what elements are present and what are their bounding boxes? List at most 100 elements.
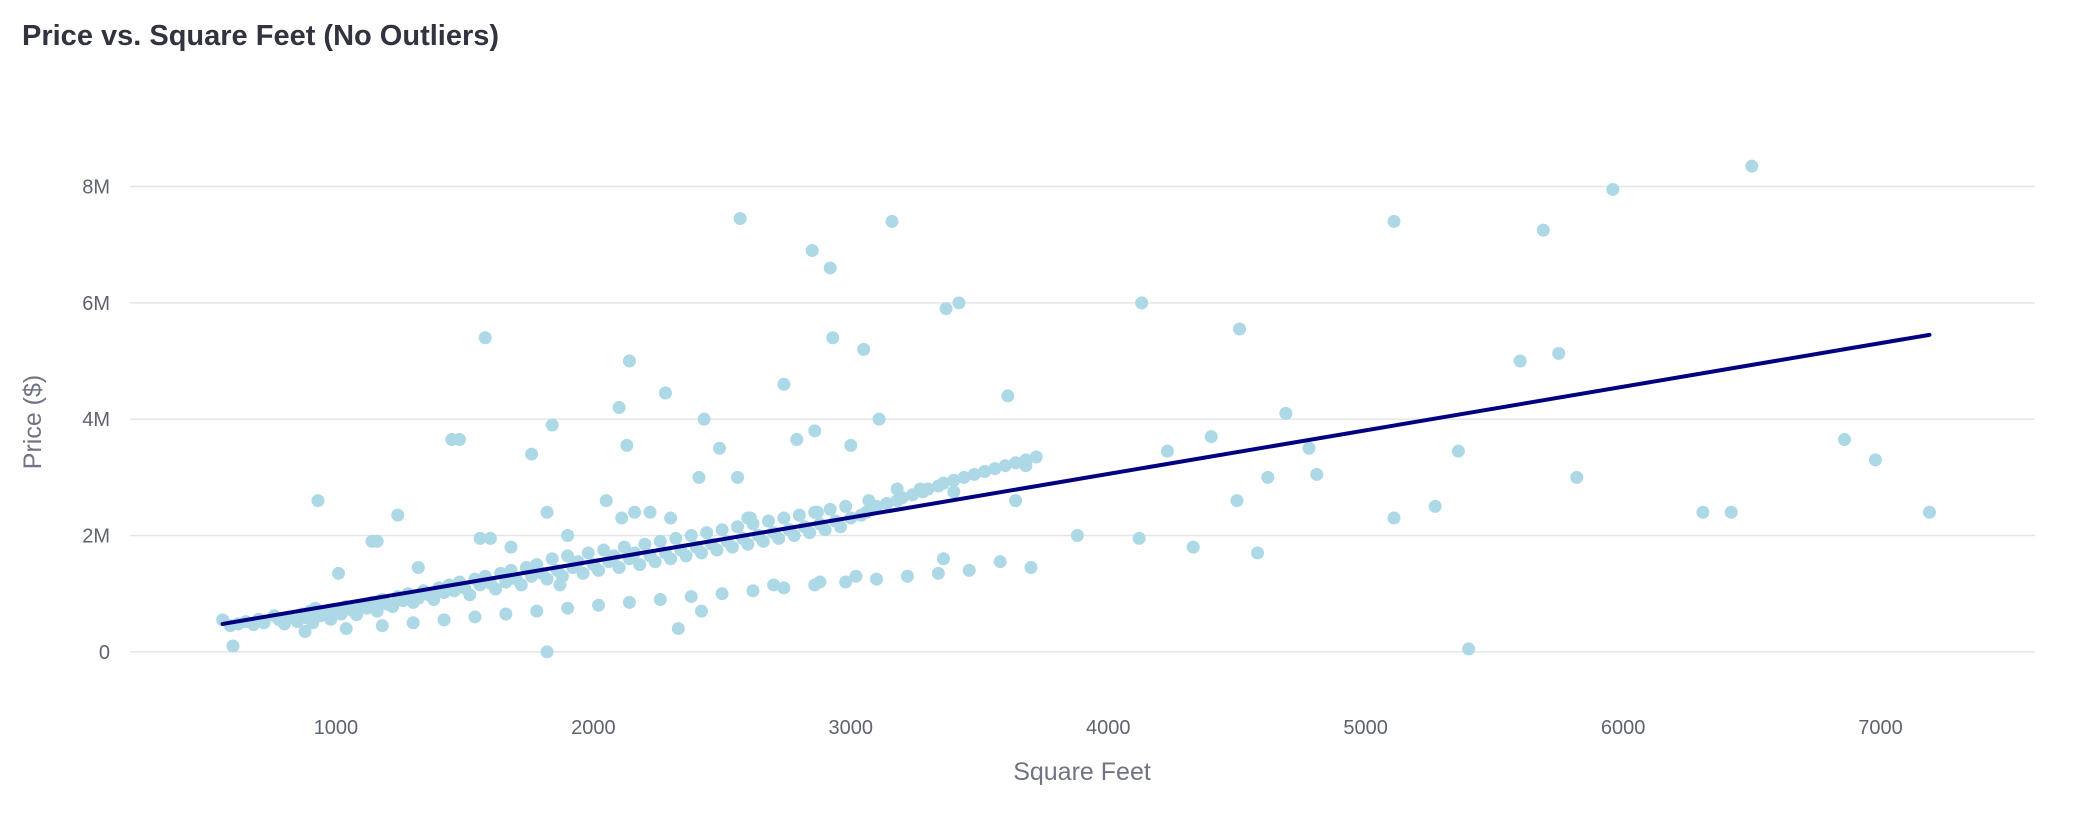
data-point — [672, 622, 685, 635]
data-point — [1725, 506, 1738, 519]
y-axis-ticks: 0 2M 4M 6M 8M — [82, 177, 110, 664]
data-point — [1838, 433, 1851, 446]
data-point — [1205, 430, 1218, 443]
data-point — [857, 343, 870, 356]
data-point — [685, 529, 698, 542]
data-point — [474, 532, 487, 545]
data-point — [692, 471, 705, 484]
data-point — [525, 448, 538, 461]
y-tick-label: 4M — [82, 409, 110, 431]
data-point — [813, 576, 826, 589]
data-point — [826, 331, 839, 344]
data-point — [541, 506, 554, 519]
data-point — [772, 532, 785, 545]
data-point — [734, 212, 747, 225]
data-point — [1133, 532, 1146, 545]
data-point — [649, 555, 662, 568]
data-point — [731, 520, 744, 533]
data-point — [963, 564, 976, 577]
data-point — [582, 546, 595, 559]
data-point — [1696, 506, 1709, 519]
data-point — [1135, 296, 1148, 309]
data-point — [746, 584, 759, 597]
data-point — [994, 555, 1007, 568]
data-point — [891, 482, 904, 495]
data-point — [685, 590, 698, 603]
data-point — [1923, 506, 1936, 519]
data-point — [1452, 445, 1465, 458]
data-point — [468, 610, 481, 623]
data-point — [824, 261, 837, 274]
data-point — [505, 541, 518, 554]
data-point — [1462, 642, 1475, 655]
data-point — [947, 485, 960, 498]
data-point — [1019, 459, 1032, 472]
data-point — [937, 552, 950, 565]
x-tick-label: 2000 — [571, 717, 616, 739]
data-point — [695, 546, 708, 559]
data-point — [613, 401, 626, 414]
data-point — [628, 506, 641, 519]
data-point — [226, 640, 239, 653]
data-point — [1030, 450, 1043, 463]
data-point — [1387, 512, 1400, 525]
data-point — [1230, 494, 1243, 507]
data-point — [561, 529, 574, 542]
data-point — [806, 244, 819, 257]
x-tick-label: 5000 — [1343, 717, 1388, 739]
data-point — [515, 578, 528, 591]
data-point — [886, 215, 899, 228]
data-point — [541, 645, 554, 658]
data-point — [412, 561, 425, 574]
data-point — [1303, 442, 1316, 455]
data-point — [546, 552, 559, 565]
data-point — [762, 514, 775, 527]
data-point — [1514, 355, 1527, 368]
data-point — [553, 578, 566, 591]
data-point — [952, 296, 965, 309]
data-point — [741, 512, 754, 525]
data-point — [530, 605, 543, 618]
data-point — [901, 570, 914, 583]
data-point — [1009, 494, 1022, 507]
data-point — [808, 424, 821, 437]
data-point — [1071, 529, 1084, 542]
data-point — [1387, 215, 1400, 228]
data-point — [541, 573, 554, 586]
data-point — [654, 535, 667, 548]
data-point — [1606, 183, 1619, 196]
data-point — [299, 625, 312, 638]
data-point — [445, 433, 458, 446]
data-point — [834, 520, 847, 533]
data-point — [757, 535, 770, 548]
data-point — [376, 619, 389, 632]
data-point — [669, 532, 682, 545]
data-point — [438, 613, 451, 626]
data-point — [788, 529, 801, 542]
trendline — [223, 335, 1930, 624]
data-point — [577, 567, 590, 580]
data-point — [1187, 541, 1200, 554]
y-tick-label: 0 — [99, 642, 110, 664]
data-point — [716, 587, 729, 600]
data-point — [1537, 224, 1550, 237]
data-point — [870, 573, 883, 586]
data-point — [561, 602, 574, 615]
data-point — [811, 506, 824, 519]
data-point — [803, 526, 816, 539]
data-point — [1869, 453, 1882, 466]
data-point — [600, 494, 613, 507]
data-point — [790, 433, 803, 446]
data-point — [731, 471, 744, 484]
data-point — [793, 509, 806, 522]
gridlines — [130, 187, 2035, 652]
data-point — [311, 494, 324, 507]
data-point — [1001, 389, 1014, 402]
data-point — [463, 588, 476, 601]
data-point — [680, 549, 693, 562]
data-point — [849, 570, 862, 583]
data-point — [592, 599, 605, 612]
data-point — [1310, 468, 1323, 481]
data-point — [638, 538, 651, 551]
